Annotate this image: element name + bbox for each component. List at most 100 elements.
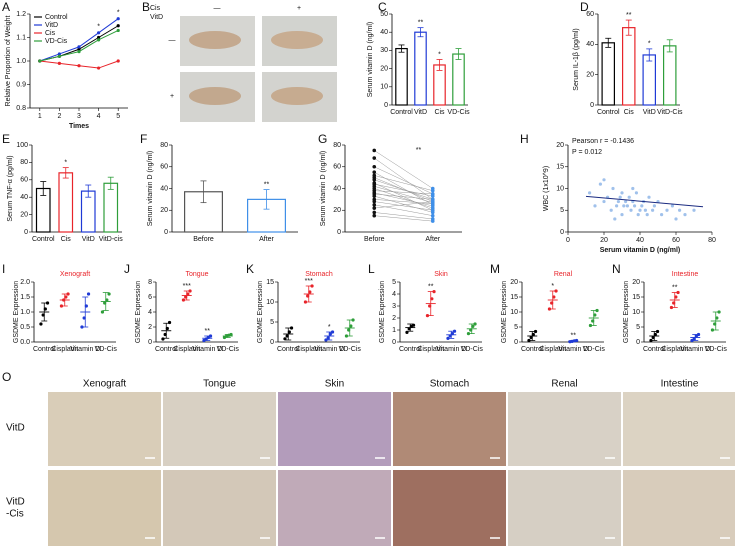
x-tick-label: 20	[600, 237, 608, 244]
point	[676, 290, 680, 295]
x-tick-label: 3	[77, 113, 81, 120]
point	[602, 199, 606, 204]
y-tick-label: 0	[270, 339, 274, 346]
y-tick-label: 1.1	[16, 34, 26, 41]
y-tick-label: 1.0	[20, 309, 30, 316]
x-tick-label: VD-Cis	[705, 346, 728, 353]
significance: *	[64, 159, 67, 166]
point	[97, 38, 101, 42]
point	[588, 191, 592, 195]
point	[611, 186, 615, 191]
y-axis-label: Relative Proportion of Weight	[5, 15, 12, 106]
point	[645, 213, 649, 217]
point	[669, 305, 674, 310]
point	[208, 334, 213, 338]
significance: *	[328, 324, 331, 331]
point	[97, 66, 101, 70]
point	[674, 217, 678, 221]
bar	[395, 47, 408, 106]
y-axis-label: WBC (1x10^9)	[543, 166, 550, 211]
point	[372, 148, 377, 153]
x-tick-label: 5	[116, 113, 120, 120]
point	[634, 191, 639, 195]
y-tick-label: 10	[632, 309, 640, 316]
x-axis-label: Times	[69, 123, 89, 130]
point	[432, 290, 436, 294]
point	[372, 210, 377, 215]
point	[372, 203, 377, 207]
point	[696, 332, 701, 337]
significance: **	[416, 147, 422, 154]
point	[283, 337, 287, 341]
pair-line	[374, 166, 433, 195]
panel-letter: B	[142, 0, 150, 14]
x-tick-label: Control	[33, 346, 56, 353]
point	[372, 170, 377, 174]
panel-letter: A	[2, 0, 10, 14]
y-tick-label: 0	[384, 102, 388, 109]
y-tick-label: 0	[164, 229, 168, 236]
mouse	[189, 31, 241, 49]
x-tick-label: Cisplatin	[295, 346, 322, 353]
pair-line	[374, 193, 433, 200]
column-label: Xenograft	[83, 379, 127, 390]
x-tick-label: VitD	[643, 109, 656, 116]
significance: *	[648, 41, 651, 48]
point	[77, 64, 81, 68]
y-tick-label: 1	[392, 327, 396, 334]
x-tick-label: Control	[32, 236, 55, 243]
panel-letter: E	[2, 132, 10, 146]
label: —	[169, 37, 176, 44]
point	[324, 338, 328, 342]
point	[77, 50, 81, 54]
significance: **	[571, 332, 577, 339]
photo	[278, 392, 391, 466]
pair-line	[374, 201, 433, 211]
point	[613, 217, 617, 221]
point	[660, 213, 664, 217]
x-tick-label: VitD-cis	[99, 236, 123, 243]
point	[57, 61, 62, 65]
y-tick-label: 40	[586, 41, 594, 48]
y-tick-label: 4	[392, 291, 396, 298]
point	[710, 328, 715, 332]
point	[678, 208, 682, 212]
annotation: Pearson r = -0.1436	[572, 138, 634, 145]
x-tick-label: VD-Cis	[583, 346, 606, 353]
x-axis-label: Serum vitamin D (ng/ml)	[600, 247, 681, 254]
y-tick-label: 0	[392, 339, 396, 346]
x-tick-label: VD-Cis	[461, 346, 484, 353]
point	[588, 323, 593, 328]
pair-line	[374, 157, 433, 200]
y-tick-label: 60	[586, 11, 594, 18]
x-tick-label: Control	[399, 346, 422, 353]
point	[411, 323, 416, 327]
column-label: Intestine	[661, 379, 699, 390]
point	[430, 219, 435, 223]
y-axis-label: GSDME Expression	[13, 281, 20, 343]
row-label: VitD	[6, 497, 25, 508]
photo	[393, 470, 506, 546]
significance: **	[205, 328, 211, 335]
point	[116, 28, 120, 33]
point	[620, 213, 624, 217]
column-label: Skin	[325, 379, 344, 390]
significance: **	[626, 12, 632, 19]
y-axis-label: Serum TNF-α (pg/ml)	[7, 155, 14, 221]
bar	[601, 42, 615, 106]
x-tick-label: Cis	[624, 109, 635, 116]
y-tick-label: 40	[380, 29, 388, 36]
x-tick-label: Cisplatin	[51, 346, 78, 353]
point	[372, 206, 377, 210]
significance: **	[672, 284, 678, 291]
y-tick-label: 40	[160, 185, 168, 192]
point	[446, 336, 450, 340]
y-tick-label: 0	[590, 102, 594, 109]
point	[97, 35, 101, 40]
point	[629, 208, 633, 212]
y-tick-label: 20	[20, 211, 28, 218]
panel-letter: F	[140, 132, 147, 146]
legend-label: VitD	[45, 22, 58, 29]
point	[640, 204, 644, 208]
point	[692, 208, 696, 212]
